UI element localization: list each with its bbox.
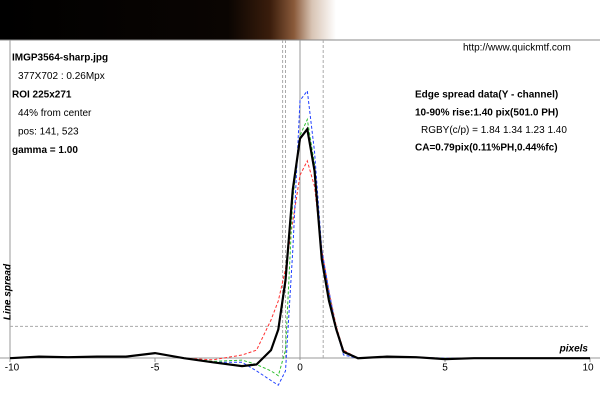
url: http://www.quickmtf.com <box>463 43 571 54</box>
info-text: 377X702 : 0.26Mpx <box>18 71 105 82</box>
info-text: 44% from center <box>18 108 92 119</box>
x-tick-label: 10 <box>582 363 594 374</box>
info-text: Edge spread data(Y - channel) <box>415 90 558 101</box>
x-tick-label: -10 <box>5 363 20 374</box>
x-tick-label: 0 <box>297 363 303 374</box>
y-axis-label: Line spread <box>3 263 14 320</box>
info-text: pos: 141, 523 <box>18 127 79 138</box>
x-axis-label: pixels <box>559 344 589 355</box>
info-text: 10-90% rise:1.40 pix(501.0 PH) <box>415 107 558 118</box>
edge-strip <box>0 0 600 40</box>
info-text: CA=0.79pix(0.11%PH,0.44%fc) <box>415 143 558 154</box>
info-text: IMGP3564-sharp.jpg <box>12 53 108 64</box>
x-tick-label: -5 <box>151 363 160 374</box>
info-text: gamma = 1.00 <box>12 145 78 156</box>
series-line <box>9 126 590 368</box>
info-text: RGBY(c/p) = 1.84 1.34 1.23 1.40 <box>421 125 567 136</box>
info-text: ROI 225x271 <box>12 90 72 101</box>
x-tick-label: 5 <box>442 363 448 374</box>
